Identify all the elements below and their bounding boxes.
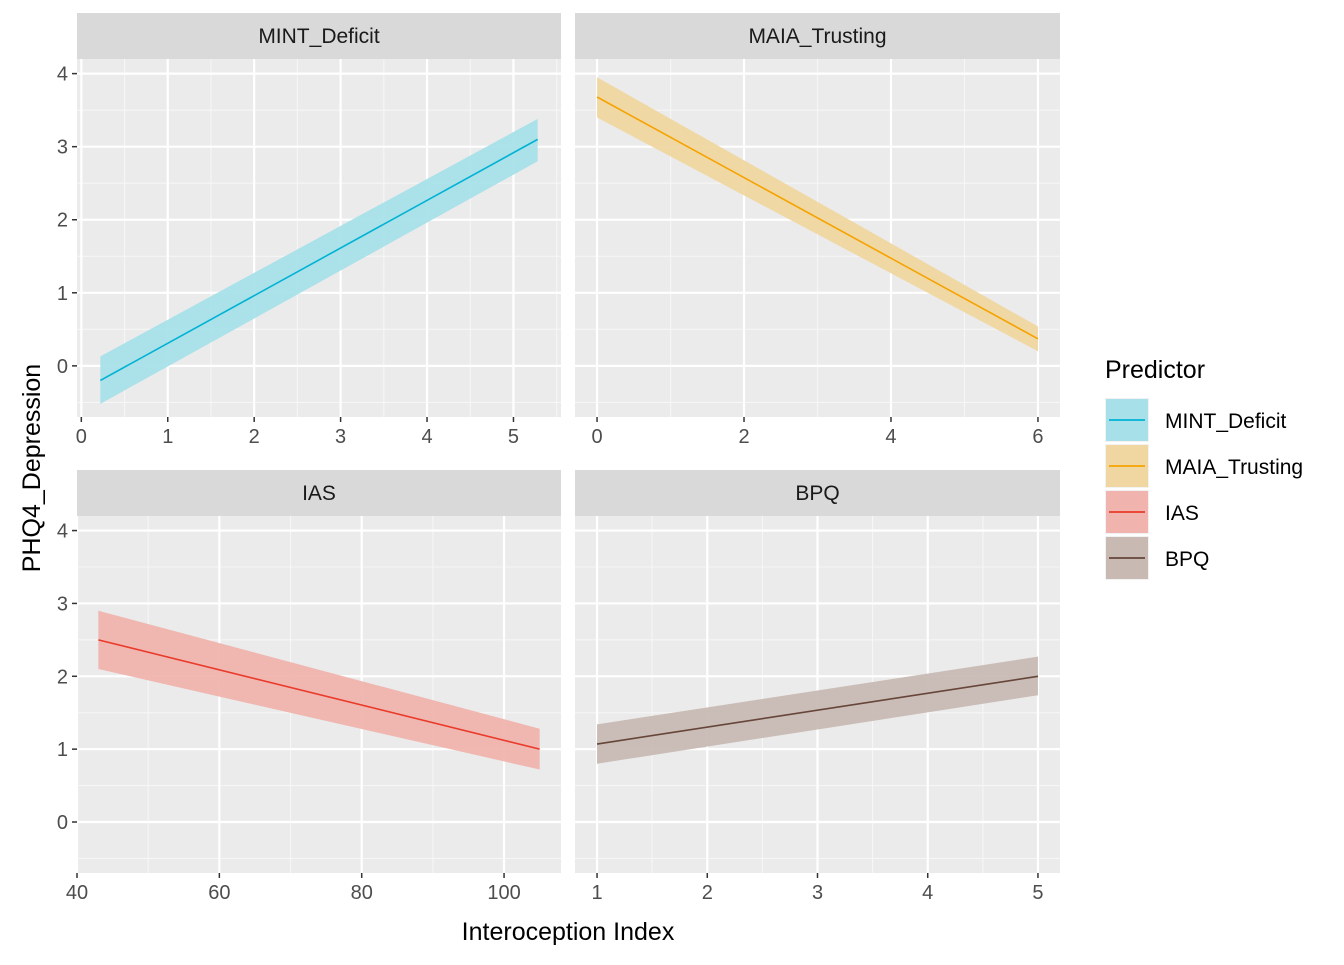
series-line-MAIA_Trusting (596, 96, 1039, 340)
facet-strip (575, 13, 1060, 59)
facet-strip (575, 470, 1060, 516)
legend-item-IAS: IAS (1105, 490, 1199, 534)
x-tick-label: 4 (885, 426, 896, 448)
x-tick-label: 4 (922, 882, 933, 904)
x-tick-label: 40 (66, 882, 88, 904)
series-line-BPQ (596, 675, 1039, 745)
facet-strip (77, 470, 561, 516)
y-tick-label: 3 (57, 137, 68, 159)
y-tick-label: 0 (57, 812, 68, 834)
facet-IAS: IAS 0 1 2 3 4 40 60 80 100 (57, 470, 561, 904)
x-tick-label: 80 (351, 882, 373, 904)
y-tick-label: 4 (57, 521, 68, 543)
series-line-IAS (98, 639, 540, 750)
legend-label: BPQ (1165, 548, 1209, 571)
y-tick-label: 4 (57, 64, 68, 86)
confidence-band-IAS (98, 610, 540, 770)
legend-label: IAS (1165, 502, 1199, 525)
legend-item-BPQ: BPQ (1105, 536, 1209, 580)
facet-BPQ: BPQ 1 2 3 4 5 (575, 470, 1060, 904)
legend-title: Predictor (1105, 356, 1205, 384)
x-tick-label: 2 (249, 426, 260, 448)
y-tick-label: 2 (57, 210, 68, 232)
facet-strip-label: BPQ (795, 482, 839, 505)
major-gridlines (575, 59, 1060, 417)
legend: Predictor MINT_Deficit MAIA_Trusting IAS BP… (1105, 356, 1303, 580)
y-tick-label: 2 (57, 666, 68, 688)
x-tick-label: 60 (208, 882, 230, 904)
facet-MINT_Deficit: MINT_Deficit 0 1 2 3 4 0 1 2 3 4 5 (57, 13, 561, 448)
x-tick-label: 6 (1032, 426, 1043, 448)
x-tick-label: 2 (702, 882, 713, 904)
facet-strip (77, 13, 561, 59)
x-tick-label: 0 (76, 426, 87, 448)
confidence-band-MAIA_Trusting (597, 77, 1038, 352)
series-line-MINT_Deficit (99, 138, 539, 382)
x-tick-label: 5 (508, 426, 519, 448)
y-tick-label: 0 (57, 356, 68, 378)
y-tick-label: 3 (57, 593, 68, 615)
facet-MAIA_Trusting: MAIA_Trusting 0 2 4 6 (575, 13, 1060, 448)
x-tick-label: 1 (162, 426, 173, 448)
facet-strip-label: MAIA_Trusting (748, 25, 886, 48)
legend-items: MINT_Deficit MAIA_Trusting IAS BPQ (1105, 398, 1303, 580)
x-tick-label: 0 (591, 426, 602, 448)
minor-gridlines (575, 59, 1060, 417)
x-axis-title: Interoception Index (462, 918, 675, 946)
x-tick-label: 100 (487, 882, 520, 904)
legend-item-MINT_Deficit: MINT_Deficit (1105, 398, 1287, 442)
x-tick-label: 3 (812, 882, 823, 904)
facet-strip-label: MINT_Deficit (258, 25, 380, 48)
y-tick-label: 1 (57, 283, 68, 305)
minor-gridlines (77, 516, 561, 873)
legend-label: MAIA_Trusting (1165, 456, 1303, 479)
legend-label: MINT_Deficit (1165, 410, 1287, 433)
x-tick-label: 2 (738, 426, 749, 448)
legend-item-MAIA_Trusting: MAIA_Trusting (1105, 444, 1303, 488)
x-tick-label: 5 (1032, 882, 1043, 904)
confidence-band-MINT_Deficit (100, 118, 538, 404)
facet-strip-label: IAS (302, 482, 336, 505)
y-tick-label: 1 (57, 739, 68, 761)
x-tick-label: 1 (591, 882, 602, 904)
y-axis-title: PHQ4_Depression (18, 364, 46, 572)
x-tick-label: 4 (421, 426, 432, 448)
x-tick-label: 3 (335, 426, 346, 448)
